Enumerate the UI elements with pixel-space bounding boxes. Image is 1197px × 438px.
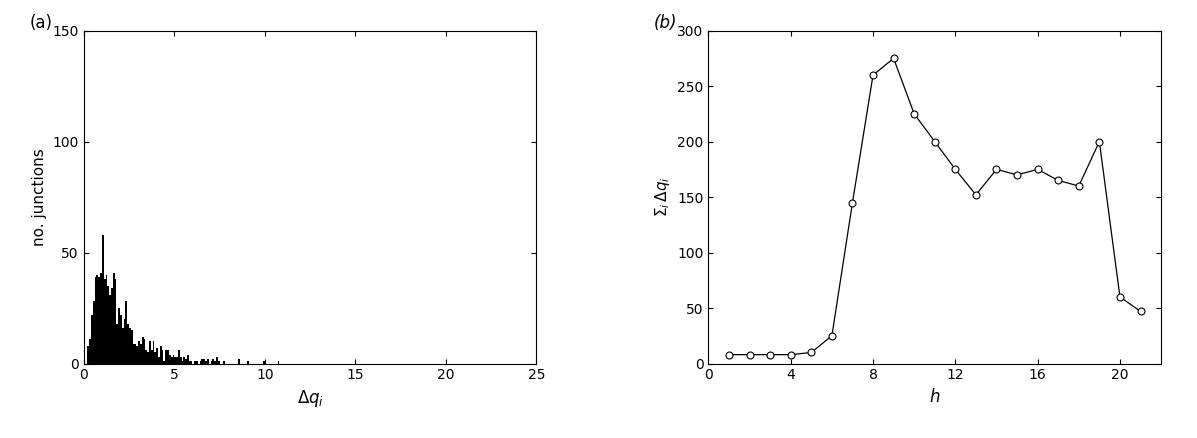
Bar	[223, 361, 225, 364]
Bar	[171, 357, 172, 364]
Y-axis label: $\Sigma_i\,\Delta q_i$: $\Sigma_i\,\Delta q_i$	[652, 177, 672, 217]
Bar	[129, 328, 130, 364]
Bar	[120, 315, 122, 364]
Bar	[145, 350, 147, 364]
Bar	[186, 359, 187, 364]
Bar	[105, 275, 108, 364]
Bar	[160, 346, 162, 364]
Bar	[183, 357, 186, 364]
Bar	[172, 355, 175, 364]
Bar	[136, 346, 138, 364]
Bar	[95, 277, 97, 364]
X-axis label: $h$: $h$	[929, 388, 941, 406]
Bar	[194, 361, 196, 364]
Bar	[119, 308, 120, 364]
Bar	[111, 288, 113, 364]
Bar	[238, 359, 239, 364]
Bar	[154, 353, 157, 364]
Y-axis label: no. junctions: no. junctions	[32, 148, 47, 246]
Bar	[165, 350, 168, 364]
Bar	[138, 341, 140, 364]
Bar	[178, 350, 180, 364]
Bar	[144, 339, 145, 364]
Bar	[263, 361, 265, 364]
Bar	[151, 350, 152, 364]
Bar	[134, 343, 136, 364]
Bar	[130, 330, 133, 364]
Bar	[187, 355, 189, 364]
Bar	[203, 359, 205, 364]
Bar	[102, 235, 104, 364]
Bar	[182, 361, 183, 364]
Bar	[148, 341, 151, 364]
Bar	[113, 272, 115, 364]
Bar	[176, 357, 178, 364]
Text: (a): (a)	[30, 14, 53, 32]
Bar	[133, 343, 134, 364]
Bar	[201, 359, 203, 364]
Bar	[180, 357, 182, 364]
Bar	[116, 324, 119, 364]
Bar	[175, 357, 176, 364]
Bar	[207, 359, 208, 364]
Bar	[104, 279, 105, 364]
Bar	[162, 350, 164, 364]
Bar	[90, 339, 91, 364]
Bar	[205, 361, 207, 364]
Bar	[218, 361, 219, 364]
Bar	[200, 361, 201, 364]
Bar	[164, 361, 165, 364]
Bar	[108, 286, 109, 364]
Bar	[247, 361, 249, 364]
Bar	[158, 357, 160, 364]
Bar	[140, 343, 141, 364]
Bar	[97, 275, 98, 364]
Bar	[157, 348, 158, 364]
Bar	[127, 324, 129, 364]
Bar	[211, 361, 212, 364]
X-axis label: $\Delta q_i$: $\Delta q_i$	[297, 388, 323, 409]
Bar	[126, 301, 127, 364]
Bar	[147, 353, 148, 364]
Bar	[101, 272, 102, 364]
Bar	[93, 301, 95, 364]
Bar	[152, 341, 154, 364]
Bar	[141, 337, 144, 364]
Bar	[278, 361, 279, 364]
Bar	[98, 277, 101, 364]
Bar	[190, 361, 193, 364]
Bar	[115, 279, 116, 364]
Bar	[215, 357, 218, 364]
Bar	[214, 361, 215, 364]
Bar	[189, 361, 190, 364]
Text: (b): (b)	[654, 14, 678, 32]
Bar	[122, 328, 123, 364]
Bar	[109, 295, 111, 364]
Bar	[123, 319, 126, 364]
Bar	[91, 315, 93, 364]
Bar	[196, 361, 198, 364]
Bar	[168, 350, 169, 364]
Bar	[169, 355, 171, 364]
Bar	[87, 346, 90, 364]
Bar	[212, 359, 214, 364]
